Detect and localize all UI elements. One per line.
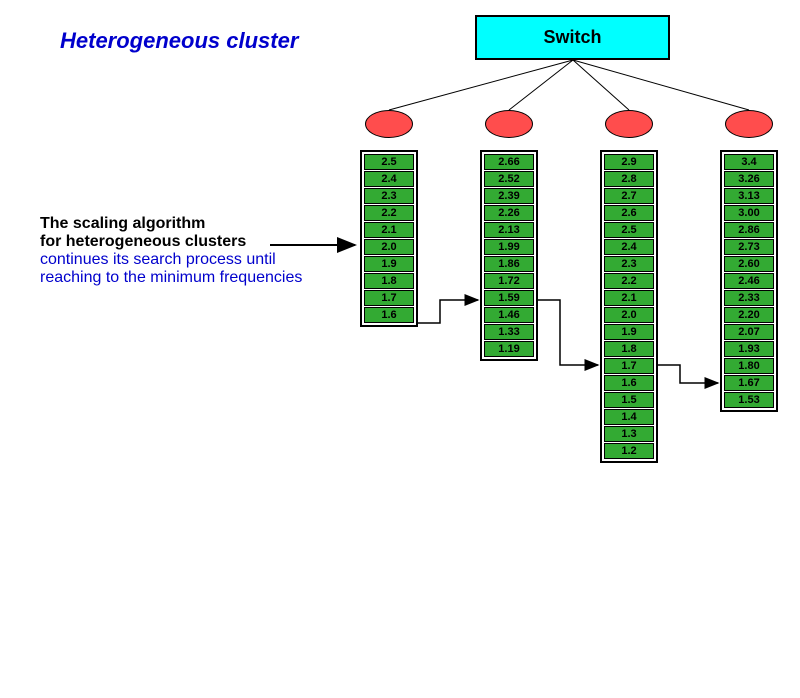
- frequency-cell: 3.13: [724, 188, 774, 204]
- frequency-cell: 1.6: [364, 307, 414, 323]
- frequency-cell: 2.5: [364, 154, 414, 170]
- frequency-column: 2.92.82.72.62.52.42.32.22.12.01.91.81.71…: [600, 150, 658, 463]
- frequency-cell: 1.4: [604, 409, 654, 425]
- frequency-cell: 1.6: [604, 375, 654, 391]
- algorithm-description: The scaling algorithmfor heterogeneous c…: [40, 215, 302, 287]
- frequency-column: 2.52.42.32.22.12.01.91.81.71.6: [360, 150, 418, 327]
- frequency-cell: 2.39: [484, 188, 534, 204]
- frequency-cell: 2.60: [724, 256, 774, 272]
- frequency-column: 2.662.522.392.262.131.991.861.721.591.46…: [480, 150, 538, 361]
- connector-lines: [0, 0, 800, 698]
- frequency-cell: 1.9: [604, 324, 654, 340]
- frequency-cell: 1.99: [484, 239, 534, 255]
- page-title: Heterogeneous cluster: [60, 28, 298, 54]
- frequency-cell: 2.86: [724, 222, 774, 238]
- frequency-cell: 2.0: [364, 239, 414, 255]
- frequency-cell: 1.86: [484, 256, 534, 272]
- frequency-cell: 1.8: [364, 273, 414, 289]
- description-line: for heterogeneous clusters: [40, 233, 302, 251]
- frequency-cell: 2.1: [364, 222, 414, 238]
- cluster-node: [725, 110, 773, 138]
- frequency-cell: 2.9: [604, 154, 654, 170]
- description-line: The scaling algorithm: [40, 215, 302, 233]
- frequency-cell: 2.6: [604, 205, 654, 221]
- frequency-cell: 2.2: [364, 205, 414, 221]
- frequency-cell: 1.3: [604, 426, 654, 442]
- frequency-cell: 1.59: [484, 290, 534, 306]
- frequency-cell: 2.2: [604, 273, 654, 289]
- frequency-cell: 3.00: [724, 205, 774, 221]
- frequency-cell: 1.19: [484, 341, 534, 357]
- cluster-node: [605, 110, 653, 138]
- frequency-cell: 2.46: [724, 273, 774, 289]
- frequency-cell: 2.8: [604, 171, 654, 187]
- description-line: reaching to the minimum frequencies: [40, 269, 302, 287]
- frequency-cell: 1.5: [604, 392, 654, 408]
- frequency-cell: 2.0: [604, 307, 654, 323]
- frequency-cell: 1.93: [724, 341, 774, 357]
- frequency-column: 3.43.263.133.002.862.732.602.462.332.202…: [720, 150, 778, 412]
- frequency-cell: 2.26: [484, 205, 534, 221]
- frequency-cell: 1.53: [724, 392, 774, 408]
- frequency-cell: 1.9: [364, 256, 414, 272]
- frequency-cell: 2.52: [484, 171, 534, 187]
- frequency-cell: 3.26: [724, 171, 774, 187]
- frequency-cell: 2.3: [604, 256, 654, 272]
- frequency-cell: 1.8: [604, 341, 654, 357]
- frequency-cell: 2.7: [604, 188, 654, 204]
- frequency-cell: 2.07: [724, 324, 774, 340]
- frequency-cell: 1.72: [484, 273, 534, 289]
- frequency-cell: 2.4: [364, 171, 414, 187]
- description-line: continues its search process until: [40, 251, 302, 269]
- frequency-cell: 2.5: [604, 222, 654, 238]
- frequency-cell: 1.7: [364, 290, 414, 306]
- frequency-cell: 1.2: [604, 443, 654, 459]
- frequency-cell: 1.7: [604, 358, 654, 374]
- frequency-cell: 2.33: [724, 290, 774, 306]
- frequency-cell: 2.13: [484, 222, 534, 238]
- cluster-node: [485, 110, 533, 138]
- frequency-cell: 2.73: [724, 239, 774, 255]
- frequency-cell: 1.33: [484, 324, 534, 340]
- frequency-cell: 2.3: [364, 188, 414, 204]
- switch-box: Switch: [475, 15, 670, 60]
- frequency-cell: 1.46: [484, 307, 534, 323]
- frequency-cell: 2.4: [604, 239, 654, 255]
- frequency-cell: 2.20: [724, 307, 774, 323]
- frequency-cell: 2.66: [484, 154, 534, 170]
- frequency-cell: 2.1: [604, 290, 654, 306]
- cluster-node: [365, 110, 413, 138]
- frequency-cell: 1.67: [724, 375, 774, 391]
- frequency-cell: 3.4: [724, 154, 774, 170]
- frequency-cell: 1.80: [724, 358, 774, 374]
